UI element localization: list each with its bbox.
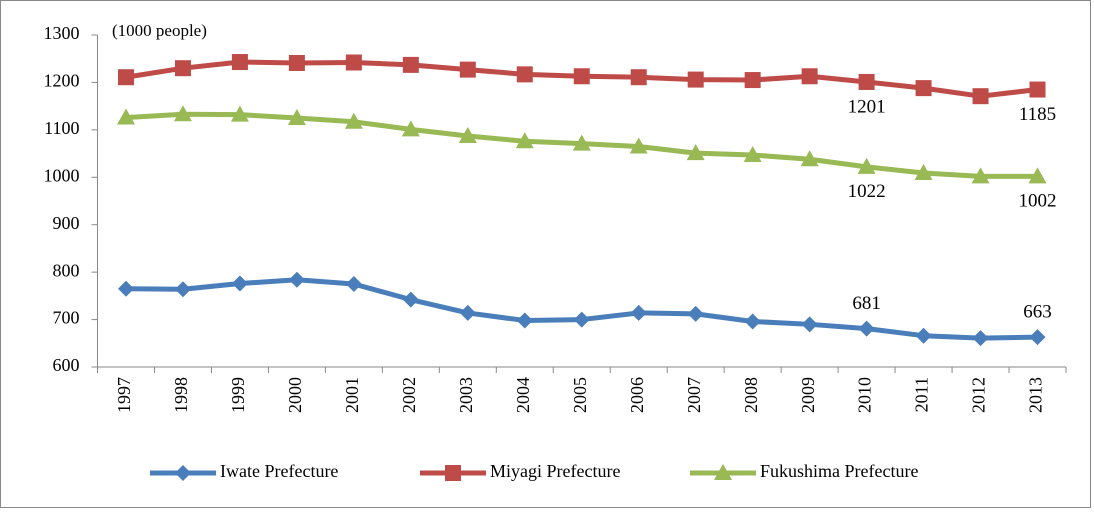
- marker: [173, 105, 192, 122]
- y-tick-label: 1200: [44, 71, 80, 91]
- marker: [401, 120, 420, 137]
- marker: [116, 108, 135, 125]
- marker: [174, 60, 191, 77]
- marker: [744, 72, 761, 89]
- legend-label: Fukushima Prefecture: [760, 461, 918, 481]
- marker: [572, 134, 591, 151]
- marker: [858, 73, 875, 90]
- marker: [402, 56, 419, 73]
- marker: [714, 464, 732, 480]
- y-tick-label: 700: [53, 308, 80, 328]
- marker: [1028, 167, 1047, 184]
- x-tick-label: 2009: [798, 377, 818, 413]
- x-tick-label: 2002: [399, 377, 419, 413]
- marker: [1029, 329, 1046, 346]
- data-label: 1201: [848, 96, 886, 117]
- y-tick-label: 800: [53, 260, 80, 280]
- marker: [800, 150, 819, 167]
- x-tick-label: 2000: [285, 377, 305, 413]
- marker: [915, 327, 932, 344]
- x-tick-label: 2003: [456, 377, 476, 413]
- data-label: 1185: [1019, 104, 1056, 125]
- y-tick-label: 600: [53, 355, 80, 375]
- marker: [801, 68, 818, 85]
- legend-item: Miyagi Prefecture: [420, 461, 620, 481]
- legend-label: Miyagi Prefecture: [490, 461, 620, 481]
- marker: [914, 164, 933, 181]
- marker: [288, 271, 305, 288]
- x-tick-label: 1997: [114, 377, 134, 413]
- marker: [515, 132, 534, 149]
- legend-item: Fukushima Prefecture: [690, 461, 918, 481]
- marker: [573, 68, 590, 85]
- marker: [516, 66, 533, 83]
- marker: [1029, 81, 1046, 98]
- y-tick-label: 1300: [44, 23, 80, 43]
- y-tick-label: 1100: [44, 118, 79, 138]
- marker: [445, 465, 461, 481]
- marker: [630, 304, 647, 321]
- x-tick-label: 1998: [171, 377, 191, 413]
- marker: [573, 311, 590, 328]
- marker: [687, 305, 704, 322]
- marker: [345, 54, 362, 71]
- x-tick-label: 2011: [912, 377, 932, 412]
- x-tick-label: 2008: [741, 377, 761, 413]
- marker: [972, 88, 989, 105]
- marker: [972, 330, 989, 347]
- y-tick-label: 900: [53, 213, 80, 233]
- y-unit-label: (1000 people): [112, 21, 207, 40]
- data-label: 663: [1023, 301, 1052, 322]
- marker: [117, 280, 134, 297]
- x-tick-label: 2006: [627, 377, 647, 413]
- marker: [686, 144, 705, 161]
- marker: [231, 54, 248, 71]
- marker: [175, 465, 191, 481]
- legend-item: Iwate Prefecture: [150, 461, 338, 481]
- marker: [630, 69, 647, 86]
- marker: [459, 61, 476, 78]
- marker: [915, 80, 932, 97]
- x-tick-label: 2012: [969, 377, 989, 413]
- x-tick-label: 2010: [855, 377, 875, 413]
- marker: [459, 304, 476, 321]
- y-tick-label: 1000: [44, 165, 80, 185]
- data-label: 1022: [848, 181, 886, 202]
- marker: [687, 71, 704, 88]
- marker: [458, 127, 477, 144]
- marker: [857, 157, 876, 174]
- marker: [743, 145, 762, 162]
- data-label: 1002: [1019, 191, 1057, 212]
- marker: [402, 291, 419, 308]
- marker: [744, 313, 761, 330]
- marker: [801, 316, 818, 333]
- x-tick-label: 2004: [513, 377, 533, 413]
- marker: [174, 281, 191, 298]
- marker: [629, 137, 648, 154]
- x-tick-label: 2005: [570, 377, 590, 413]
- marker: [858, 320, 875, 337]
- x-tick-label: 1999: [228, 377, 248, 413]
- marker: [117, 69, 134, 86]
- marker: [516, 312, 533, 329]
- x-tick-label: 2007: [684, 377, 704, 413]
- legend-label: Iwate Prefecture: [220, 461, 338, 481]
- series: 681 663: [117, 271, 1052, 347]
- marker: [288, 54, 305, 71]
- x-tick-label: 2013: [1026, 377, 1046, 413]
- marker: [287, 109, 306, 125]
- marker: [231, 275, 248, 292]
- series: 1022 1002: [116, 105, 1057, 212]
- data-label: 681: [852, 293, 881, 314]
- marker: [345, 276, 362, 292]
- marker: [230, 105, 249, 122]
- x-tick-label: 2001: [342, 377, 362, 413]
- series: 1201 1185: [117, 54, 1056, 125]
- marker: [344, 112, 363, 129]
- marker: [971, 167, 990, 184]
